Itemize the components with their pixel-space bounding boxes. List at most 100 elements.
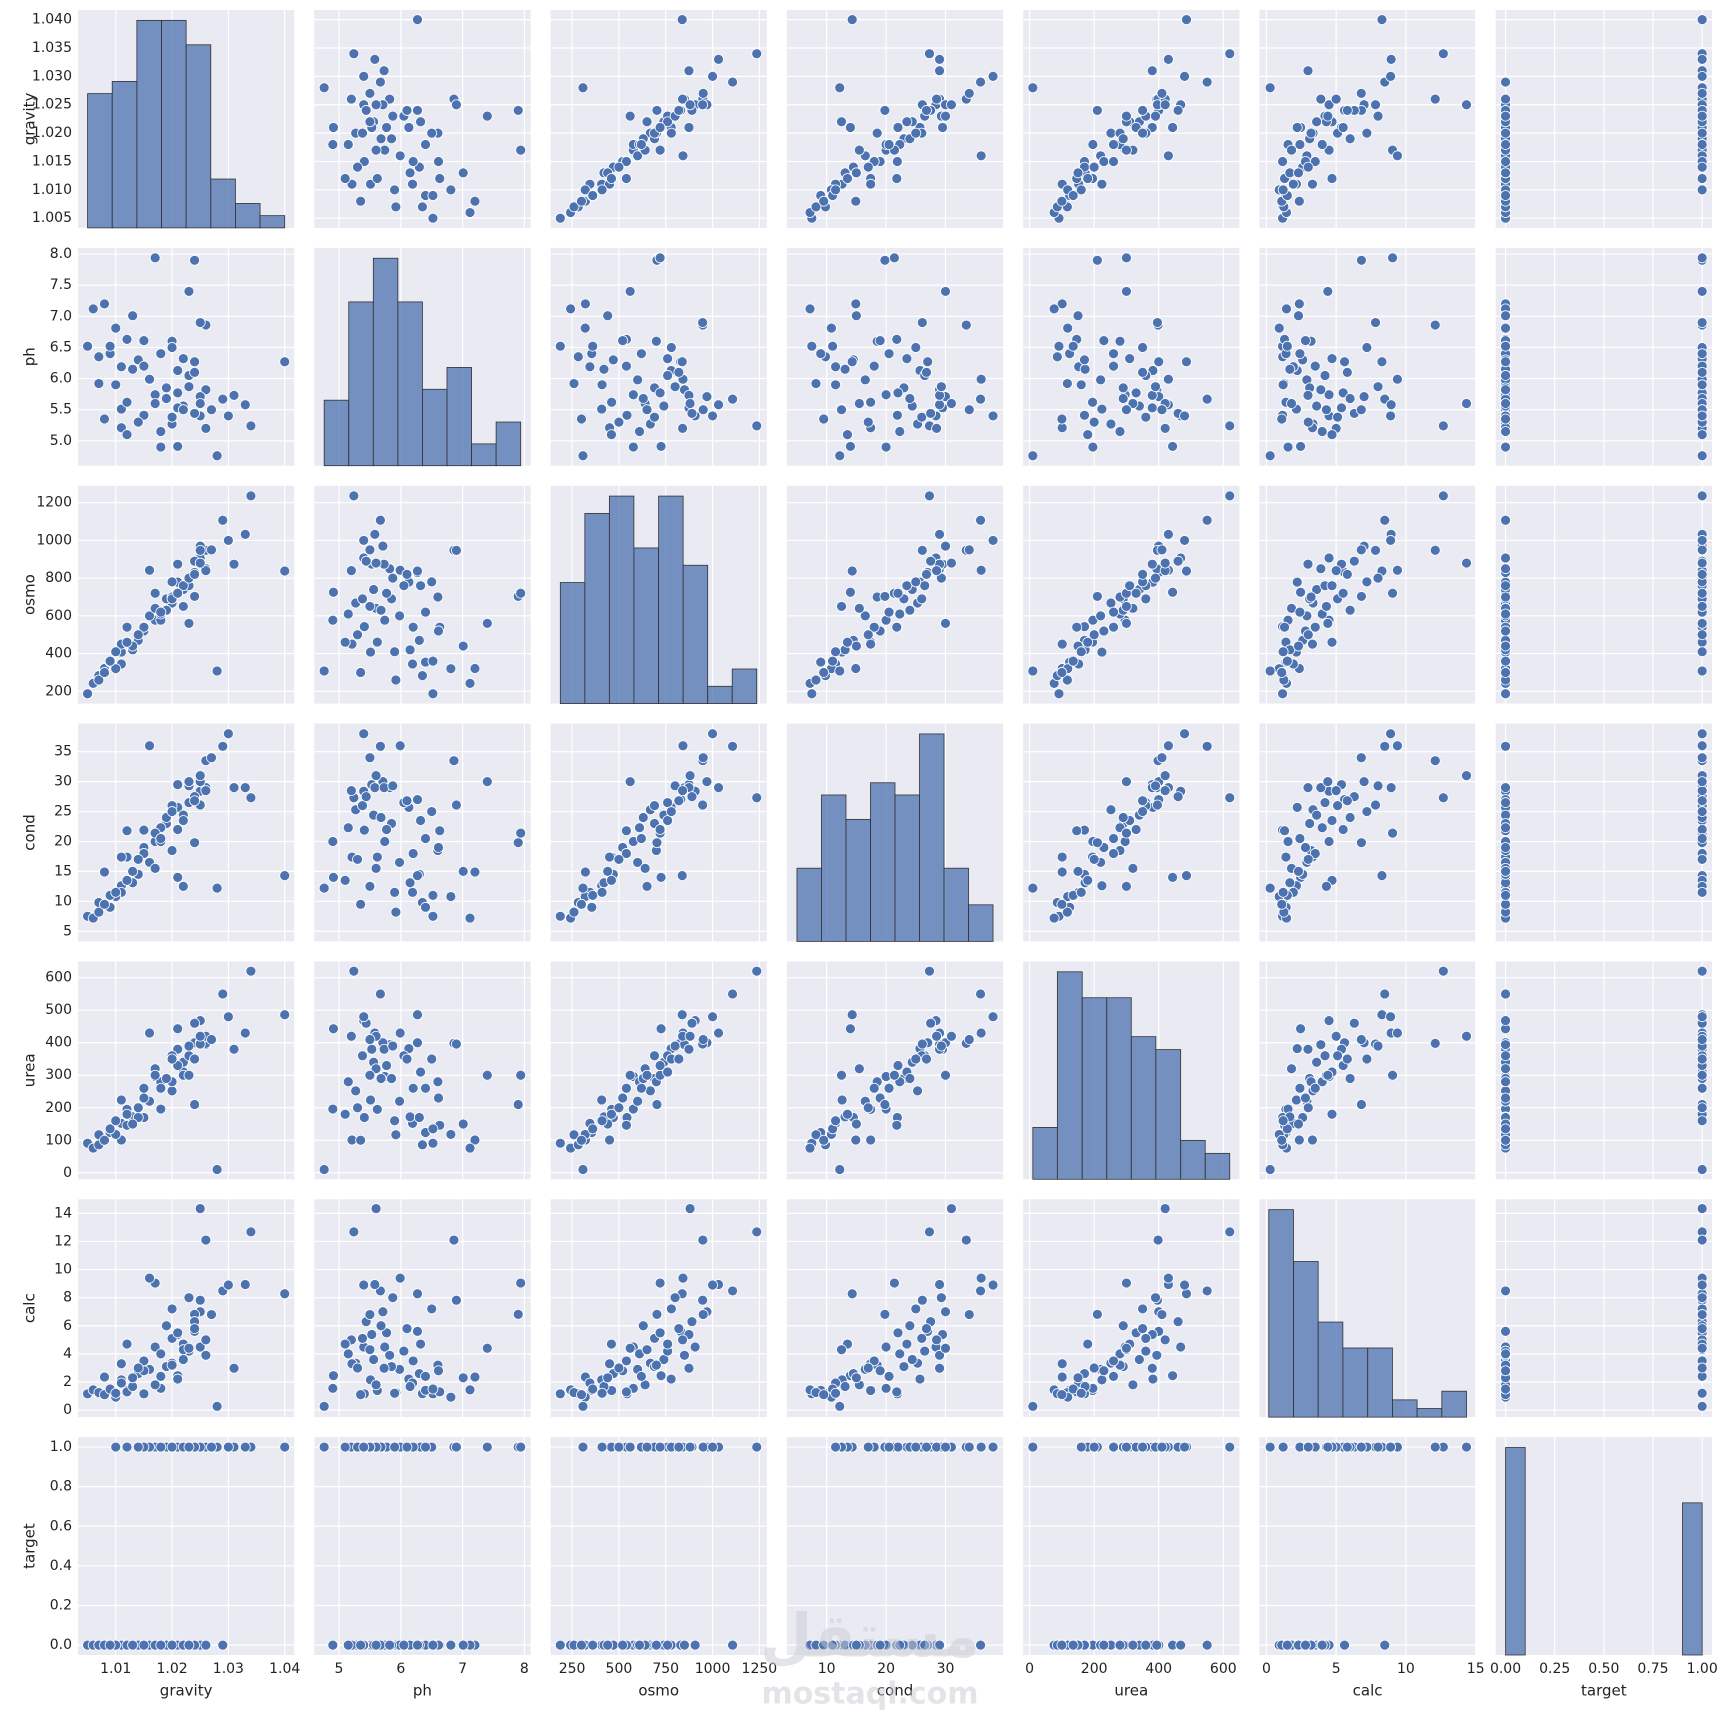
scatter-point	[1067, 340, 1079, 352]
scatter-point	[1108, 606, 1119, 618]
scatter-point	[1356, 837, 1367, 849]
scatter-point	[883, 1370, 895, 1382]
scatter-point	[602, 1639, 614, 1651]
scatter-point	[931, 422, 942, 434]
scatter-point	[401, 1441, 413, 1453]
scatter-point	[846, 14, 858, 26]
y-axis-label: target	[21, 1523, 39, 1569]
scatter-point	[1356, 591, 1367, 602]
scatter-point	[901, 580, 913, 592]
scatter-point	[1696, 14, 1708, 26]
scatter-point	[1372, 572, 1384, 584]
scatter-point	[713, 399, 724, 411]
scatter-point	[364, 752, 376, 764]
scatter-point	[987, 535, 999, 546]
scatter-point	[420, 606, 431, 618]
scatter-point	[963, 1034, 975, 1045]
scatter-point	[417, 201, 428, 213]
scatter-point	[433, 1365, 444, 1377]
hist-bar	[422, 388, 448, 467]
scatter-point	[427, 889, 439, 901]
scatter-point	[389, 1115, 401, 1127]
scatter-point	[1293, 1134, 1305, 1146]
x-tick-label: 1.01	[100, 1661, 131, 1677]
scatter-point	[358, 1279, 370, 1291]
scatter-point	[211, 882, 223, 894]
y-tick-label: 1.005	[32, 210, 72, 226]
scatter-point	[880, 441, 892, 453]
scatter-point	[481, 1342, 493, 1354]
y-tick-label: 1000	[36, 532, 72, 548]
scatter-point	[371, 636, 383, 648]
scatter-point	[751, 1441, 763, 1453]
scatter-point	[1385, 70, 1396, 82]
scatter-point	[457, 1639, 469, 1651]
scatter-point	[865, 396, 877, 408]
scatter-point	[512, 1099, 524, 1110]
scatter-point	[1500, 1039, 1511, 1051]
scatter-point	[515, 1441, 527, 1453]
scatter-point	[606, 1338, 617, 1350]
scatter-point	[1062, 322, 1074, 334]
scatter-point	[1095, 374, 1107, 386]
scatter-point	[635, 833, 647, 844]
scatter-point	[1264, 450, 1276, 462]
scatter-point	[1286, 144, 1297, 156]
scatter-point	[1461, 99, 1472, 111]
scatter-point	[1500, 1063, 1511, 1075]
scatter-point	[1098, 625, 1110, 637]
scatter-point	[358, 1441, 370, 1453]
scatter-point	[596, 403, 608, 415]
scatter-point	[228, 782, 240, 794]
scatter-point	[1361, 1053, 1373, 1065]
scatter-point	[355, 1134, 367, 1146]
scatter-point	[1500, 1365, 1511, 1377]
scatter-point	[1500, 110, 1511, 122]
scatter-point	[587, 889, 599, 901]
scatter-point	[1500, 139, 1511, 150]
scatter-point	[1370, 317, 1381, 328]
scatter-point	[684, 99, 696, 111]
scatter-point	[846, 565, 858, 577]
scatter-point	[1302, 161, 1314, 173]
scatter-point	[427, 655, 439, 667]
panel	[1259, 10, 1476, 228]
scatter-point	[1358, 776, 1370, 788]
scatter-point	[1096, 880, 1108, 892]
scatter-point	[1279, 825, 1290, 837]
scatter-point	[348, 1226, 360, 1238]
hist-bar	[471, 443, 497, 467]
scatter-point	[1461, 1441, 1472, 1453]
scatter-point	[398, 1639, 410, 1651]
scatter-point	[451, 1038, 462, 1050]
scatter-point	[924, 490, 935, 502]
scatter-point	[1361, 806, 1373, 817]
scatter-point	[104, 1639, 116, 1651]
scatter-point	[1295, 441, 1306, 452]
scatter-point	[121, 636, 133, 648]
scatter-point	[576, 1639, 587, 1651]
scatter-point	[879, 254, 891, 266]
scatter-point	[1108, 348, 1119, 360]
scatter-point	[853, 398, 865, 409]
scatter-point	[697, 752, 709, 764]
scatter-point	[445, 891, 457, 902]
scatter-point	[1696, 1362, 1708, 1374]
scatter-point	[1293, 1118, 1304, 1130]
scatter-point	[445, 1639, 457, 1651]
panel	[550, 10, 767, 228]
scatter-point	[1355, 404, 1367, 416]
scatter-point	[1117, 1320, 1129, 1332]
scatter-point	[144, 564, 155, 576]
scatter-point	[1087, 396, 1098, 408]
scatter-point	[1053, 340, 1065, 352]
scatter-point	[239, 528, 251, 540]
scatter-point	[665, 1373, 677, 1385]
scatter-point	[940, 110, 951, 122]
scatter-point	[1361, 127, 1373, 139]
scatter-point	[172, 1023, 184, 1035]
scatter-point	[1096, 178, 1108, 190]
scatter-point	[576, 898, 587, 910]
scatter-point	[727, 1285, 738, 1297]
scatter-point	[1027, 82, 1039, 94]
